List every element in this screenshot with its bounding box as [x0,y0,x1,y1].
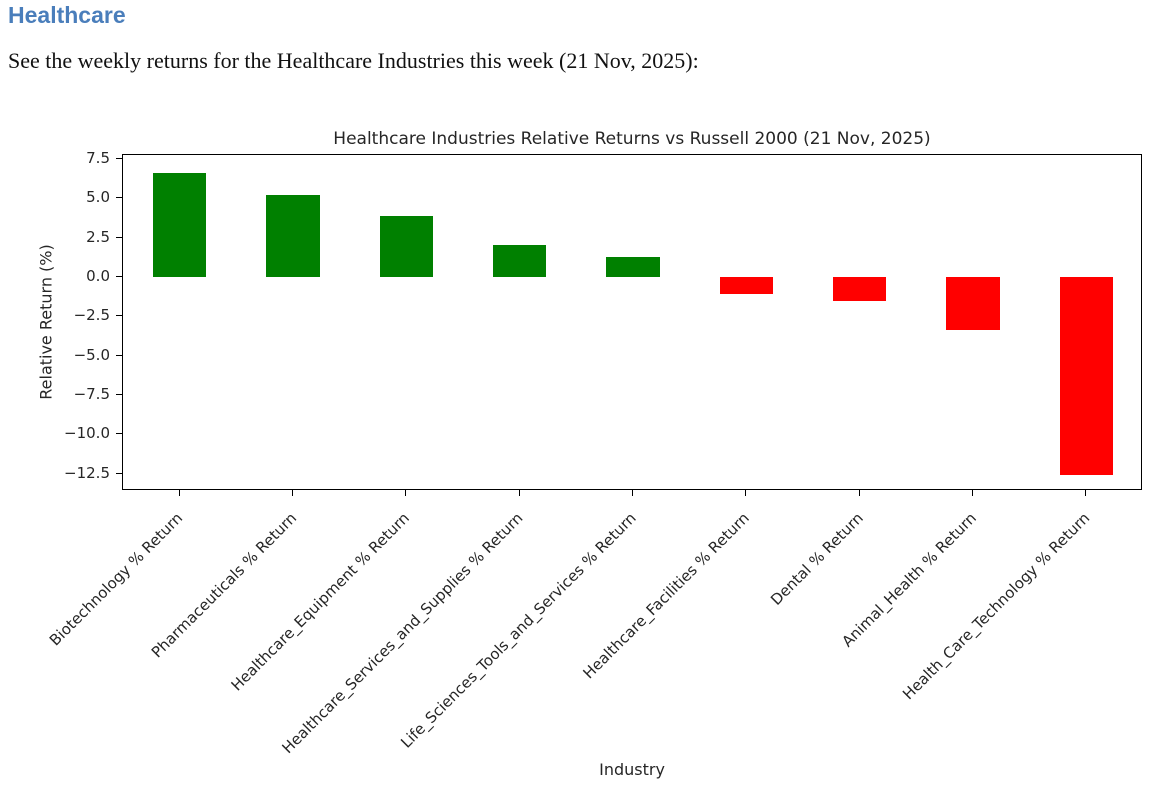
y-tick-mark [116,315,122,317]
bar [719,276,773,295]
bar [606,256,660,277]
x-tick-label: Life_Sciences_Tools_and_Services % Retur… [397,509,640,752]
y-tick-mark [116,236,122,238]
x-tick-label: Biotechnology % Return [46,509,187,650]
y-tick-mark [116,157,122,159]
x-tick-mark [405,490,407,496]
x-tick-mark [972,490,973,496]
x-tick-mark [632,490,633,496]
y-tick-label: 7.5 [86,148,110,167]
y-tick-label: 0.0 [86,266,110,285]
bar [493,245,547,277]
y-tick-mark [116,197,122,199]
x-tick-label: Healthcare_Services_and_Supplies % Retur… [278,509,527,758]
y-tick-label: −5.0 [73,345,110,364]
bar [153,173,207,277]
intro-text: See the weekly returns for the Healthcar… [8,48,699,73]
y-tick-mark [116,275,122,277]
y-tick-mark [116,354,122,356]
x-tick-mark [518,490,520,496]
bar [266,195,320,277]
x-tick-mark [745,490,747,496]
x-axis-label: Industry [599,760,665,779]
y-tick-mark [116,394,122,395]
plot-area [122,154,1142,490]
bar [379,215,433,277]
x-tick-mark [178,490,180,496]
y-tick-mark [116,472,122,474]
x-tick-label: Dental % Return [766,509,867,609]
x-tick-label: Health_Care_Technology % Return [898,509,1094,704]
y-tick-mark [116,433,122,435]
y-tick-label: 2.5 [86,227,110,246]
page-title: Healthcare [8,2,126,28]
x-tick-mark [1085,490,1087,496]
y-axis-label-text: Relative Return (%) [36,244,56,400]
y-tick-label: −10.0 [64,424,110,443]
bar [833,276,887,301]
x-tick-mark [292,490,293,496]
bar [946,276,1000,331]
bar [1059,276,1113,476]
x-tick-mark [858,490,860,496]
chart-title: Healthcare Industries Relative Returns v… [333,129,931,149]
y-tick-label: −2.5 [73,306,110,325]
y-tick-label: −12.5 [64,463,110,482]
y-tick-label: 5.0 [86,188,110,207]
bar-chart-figure: Healthcare Industries Relative Returns v… [0,118,1154,796]
y-tick-label: −7.5 [73,385,110,403]
x-tick-label: Healthcare_Equipment % Return [227,509,414,695]
